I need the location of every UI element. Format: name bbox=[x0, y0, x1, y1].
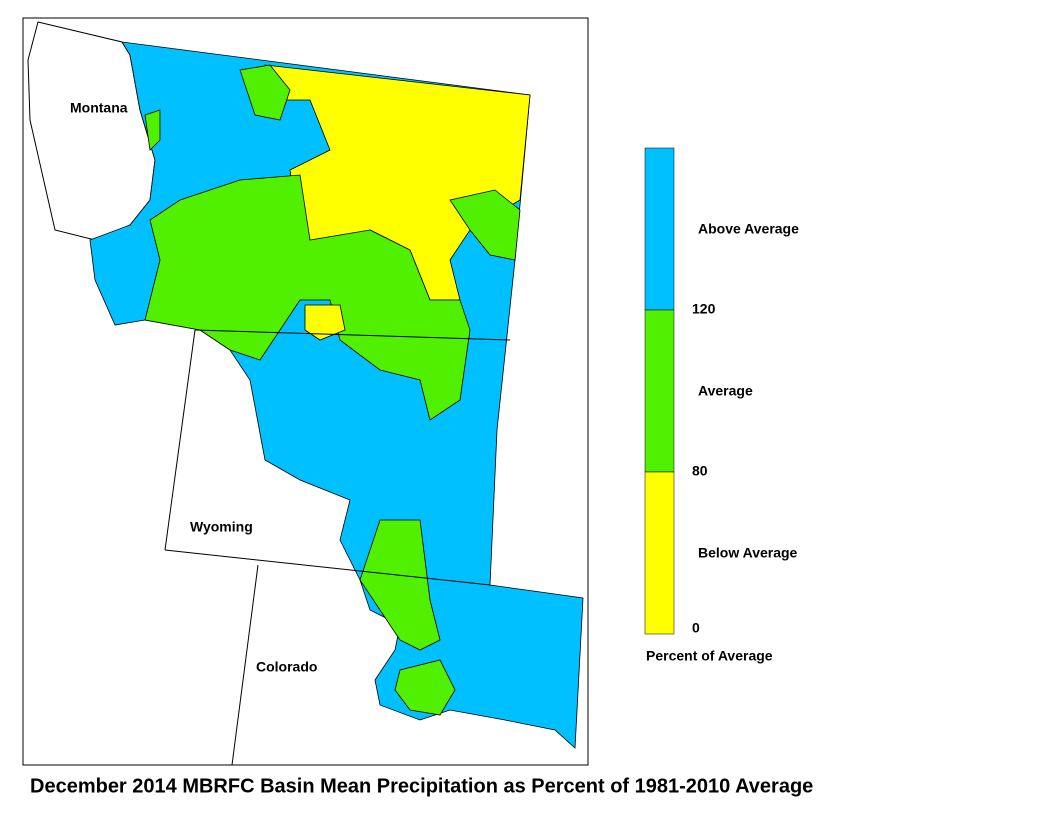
legend-label: Below Average bbox=[698, 545, 798, 561]
legend-label: Average bbox=[698, 383, 753, 399]
basin-region bbox=[144, 109, 161, 151]
basin-region bbox=[304, 304, 346, 341]
state-border bbox=[164, 329, 196, 551]
map: Montana Wyoming Colorado bbox=[27, 21, 584, 766]
state-label: Montana bbox=[70, 100, 128, 116]
legend-swatch bbox=[644, 471, 675, 635]
legend-swatch bbox=[644, 309, 675, 473]
legend: Above Average Average Below Average 120 80 0 P… bbox=[644, 147, 799, 664]
state-label: Wyoming bbox=[190, 519, 253, 535]
state-label: Colorado bbox=[256, 659, 317, 675]
legend-caption: Percent of Average bbox=[646, 648, 773, 664]
state-border bbox=[164, 549, 491, 586]
basin-region bbox=[144, 174, 471, 421]
legend-tick-label: 0 bbox=[692, 620, 700, 636]
state-border bbox=[231, 564, 259, 766]
basin-region bbox=[449, 189, 521, 261]
legend-tick-label: 80 bbox=[692, 463, 708, 479]
basin-region bbox=[239, 64, 291, 121]
legend-tick-label: 120 bbox=[692, 301, 716, 317]
legend-swatch bbox=[644, 147, 675, 311]
basin-region bbox=[394, 659, 456, 716]
legend-label: Above Average bbox=[698, 221, 799, 237]
basin-region bbox=[359, 519, 441, 651]
state-border bbox=[194, 329, 511, 341]
map-title: December 2014 MBRFC Basin Mean Precipita… bbox=[30, 775, 813, 797]
